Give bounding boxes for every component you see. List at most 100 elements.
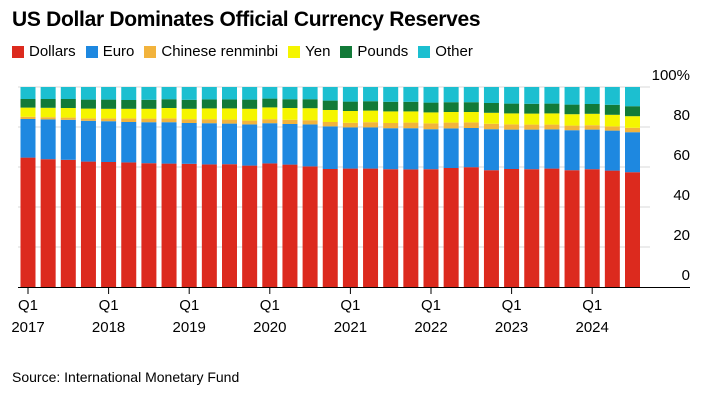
bar-segment [463,87,479,103]
bar-segment [383,123,399,129]
bar-segment [403,128,419,170]
bar-segment [322,87,338,101]
legend-item-dollars: Dollars [12,43,76,60]
bar-segment [564,114,580,126]
legend-item-other: Other [418,43,473,60]
bar-segment [363,168,379,287]
legend-item-yen: Yen [288,43,330,60]
bar-segment [282,87,298,100]
bar-segment [564,104,580,115]
bar-segment [282,124,298,165]
bar-segment [201,164,217,287]
legend-label-other: Other [435,43,473,60]
chart-title: US Dollar Dominates Official Currency Re… [12,8,481,31]
y-tick-label: 60 [673,147,690,164]
bar-segment [322,122,338,127]
bar-segment [222,123,237,165]
legend-item-pounds: Pounds [340,43,408,60]
stacked-bar-chart: 0 20 40 60 80 100% Q1 2017 Q1 2018 Q1 2019 Q1 2020 Q1 2… [11,67,690,336]
bar-segment [242,120,258,125]
bar-segment [524,113,540,125]
bar-segment [342,122,358,128]
x-tick-label-year: 2021 [334,319,367,336]
bar-segment [604,114,620,127]
bar-segment [80,99,96,109]
bar-segment [423,112,439,124]
bar-segment [222,108,237,120]
bar-segment [363,110,379,123]
bar-segment [181,119,197,123]
bar-segment [403,101,419,112]
bar-segment [302,166,318,287]
x-tick-label-year: 2020 [253,319,286,336]
y-tick-label: 20 [673,227,690,244]
legend-label-euro: Euro [102,43,135,60]
bar-segment [201,108,217,120]
bar-segment [80,161,96,287]
bar-segment [604,87,620,105]
x-tick-label-quarter: Q1 [582,297,602,314]
x-tick-label-year: 2022 [414,319,447,336]
bar-segment [625,132,640,173]
bar-segment [181,108,197,120]
bar-segment [60,159,76,287]
bar-segment [262,98,278,108]
legend: Dollars Euro Chinese renminbi Yen Pounds… [12,43,483,60]
bar-segment [342,87,358,102]
source-note: Source: International Monetary Fund [12,369,240,385]
bar-segment [443,128,459,168]
bar-segment [80,87,96,100]
bar-segment [60,99,76,108]
bar-segment [141,118,157,123]
bar-segment [181,99,197,109]
bar-segment [262,107,278,120]
bar-segment [463,112,479,123]
x-tick-label-year: 2023 [495,319,528,336]
bar-segment [544,168,560,287]
bar-segment [322,110,338,122]
x-tick-label-quarter: Q1 [502,297,522,314]
bar-segment [181,163,197,287]
bar-segment [60,117,76,120]
bar-segment [463,167,479,287]
bar-segment [302,120,318,125]
bar-segment [483,170,499,287]
bar-segment [463,128,479,168]
bar-segment [161,99,177,108]
bar-segment [443,168,459,287]
bar-segment [383,101,399,112]
bar-segment [101,162,117,287]
bar-segment [584,129,600,170]
bar-segment [625,106,640,117]
legend-label-renminbi: Chinese renminbi [161,43,279,60]
bar-segment [40,159,56,287]
bar-segment [121,122,137,163]
bar-segment [363,127,379,169]
bar-segment [282,99,298,108]
legend-swatch-pounds [340,45,353,58]
bar-segment [201,87,217,100]
bar-segment [201,123,217,165]
bar-segment [544,113,560,125]
bar-segment [524,87,540,104]
y-tick-label: 80 [673,107,690,124]
bar-segment [584,104,600,114]
bar-segment [222,119,237,124]
bar-segment [121,108,137,119]
bar-segment [101,87,117,100]
bar-segment [544,87,560,104]
bar-segment [524,169,540,287]
bar-segment [302,108,318,121]
bar-segment [524,103,540,114]
bar-segment [242,87,258,100]
bar-segment [443,122,459,129]
bar-segment [564,130,580,171]
x-tick-label-year: 2024 [576,319,609,336]
x-tick-label-year: 2019 [173,319,206,336]
legend-swatch-yen [288,45,301,58]
bar-segment [262,123,278,164]
bar-segment [403,111,419,123]
bar-segment [181,123,197,164]
bar-segment [40,99,56,108]
bar-segment [80,118,96,121]
